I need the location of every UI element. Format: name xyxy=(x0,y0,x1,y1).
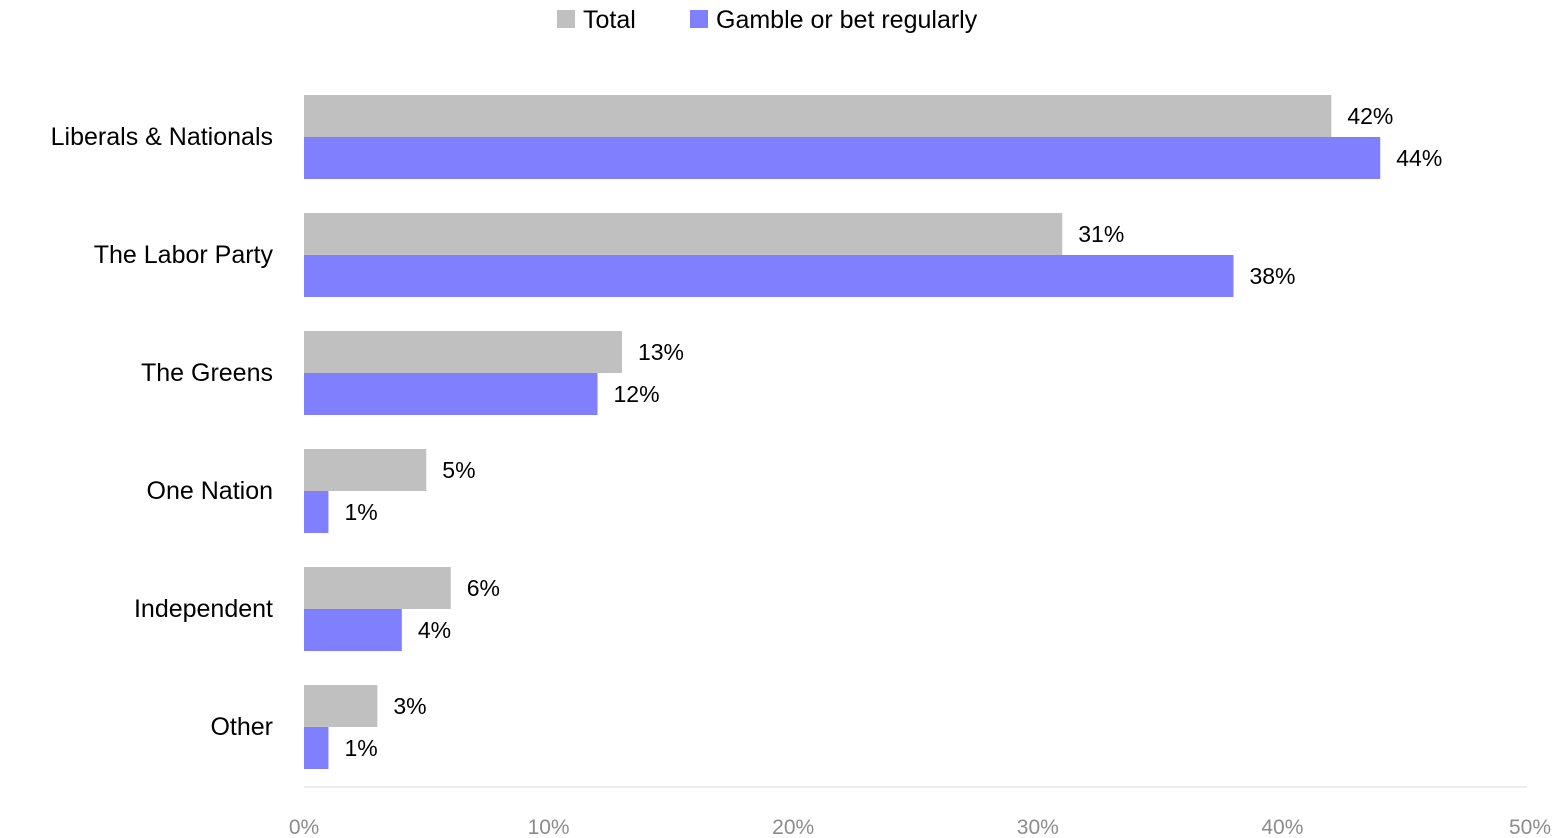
value-label-total-other: 3% xyxy=(393,693,426,719)
bar-gamble-or-bet-regularly-the-greens xyxy=(304,373,598,415)
legend: Total Gamble or bet regularly xyxy=(557,6,978,34)
category-labels: Liberals & Nationals The Labor Party The G… xyxy=(51,123,274,741)
value-label-total-independent: 6% xyxy=(467,575,500,601)
category-label-the-greens: The Greens xyxy=(141,359,273,387)
x-tick-label-50: 50% xyxy=(1509,816,1551,838)
category-label-the-labor-party: The Labor Party xyxy=(94,241,274,269)
value-label-gamble-or-bet-regularly-independent: 4% xyxy=(418,617,451,643)
x-tick-label-0: 0% xyxy=(289,816,319,838)
bar-gamble-or-bet-regularly-the-labor-party xyxy=(304,255,1234,297)
category-label-liberals-and-nationals: Liberals & Nationals xyxy=(51,123,273,151)
category-label-other: Other xyxy=(210,713,273,741)
x-tick-label-30: 30% xyxy=(1017,816,1059,838)
x-tick-label-40: 40% xyxy=(1261,816,1303,838)
bars xyxy=(304,95,1381,769)
bar-gamble-or-bet-regularly-liberals-and-nationals xyxy=(304,137,1381,179)
category-label-one-nation: One Nation xyxy=(147,477,273,505)
value-label-total-the-greens: 13% xyxy=(638,339,684,365)
value-label-gamble-or-bet-regularly-one-nation: 1% xyxy=(344,499,377,525)
x-axis-tick-labels: 0% 10% 20% 30% 40% 50% xyxy=(289,816,1551,838)
bar-gamble-or-bet-regularly-other xyxy=(304,727,329,769)
bar-total-independent xyxy=(304,567,451,609)
bar-total-the-greens xyxy=(304,331,622,373)
value-label-total-one-nation: 5% xyxy=(442,457,475,483)
value-label-total-liberals-and-nationals: 42% xyxy=(1347,103,1393,129)
value-label-gamble-or-bet-regularly-the-labor-party: 38% xyxy=(1249,263,1295,289)
value-labels: 42%44% 31% 38% 13% 12% 5% 1% 6% 4% 3% 1% xyxy=(344,103,1442,761)
bar-gamble-or-bet-regularly-independent xyxy=(304,609,402,651)
x-tick-label-10: 10% xyxy=(528,816,570,838)
legend-swatch-gamble-or-bet-regularly xyxy=(690,10,708,28)
bar-total-one-nation xyxy=(304,449,427,491)
bar-total-other xyxy=(304,685,378,727)
value-label-gamble-or-bet-regularly-the-greens: 12% xyxy=(614,381,660,407)
legend-label-gamble-or-bet-regularly: Gamble or bet regularly xyxy=(716,6,978,34)
bar-total-liberals-and-nationals xyxy=(304,95,1332,137)
legend-label-total: Total xyxy=(583,6,636,34)
bar-total-the-labor-party xyxy=(304,213,1063,255)
value-label-gamble-or-bet-regularly-liberals-and-nationals: 44% xyxy=(1396,145,1442,171)
legend-swatch-total xyxy=(557,10,575,28)
value-label-gamble-or-bet-regularly-other: 1% xyxy=(344,735,377,761)
value-label-total-the-labor-party: 31% xyxy=(1078,221,1124,247)
bar-gamble-or-bet-regularly-one-nation xyxy=(304,491,329,533)
x-tick-label-20: 20% xyxy=(772,816,814,838)
category-label-independent: Independent xyxy=(134,595,273,623)
